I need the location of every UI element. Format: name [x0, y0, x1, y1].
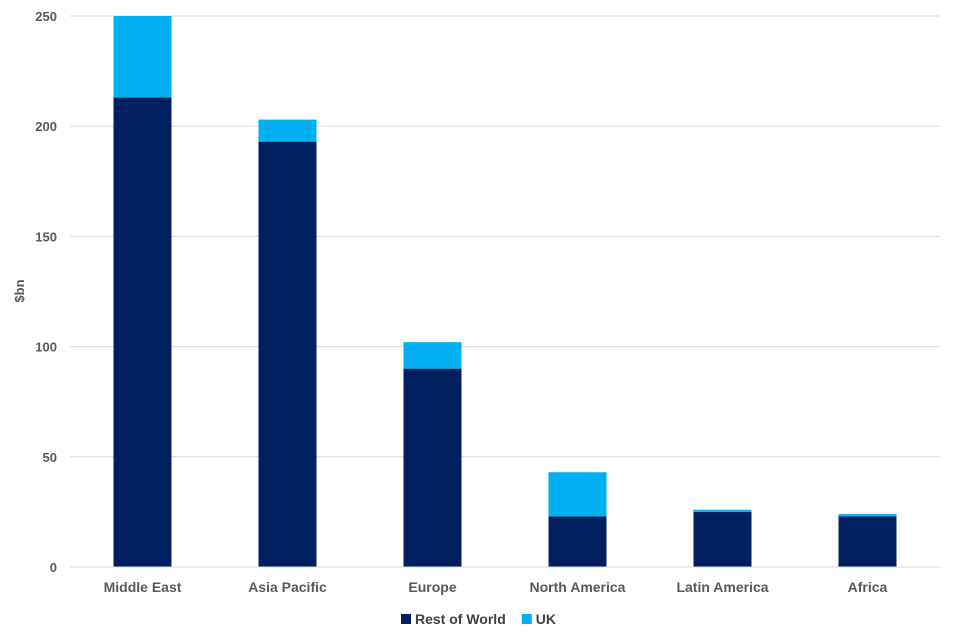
legend-label: Rest of World — [415, 611, 506, 627]
bar-segment-rest-of-world — [258, 141, 317, 568]
y-tick-label: 100 — [35, 340, 57, 355]
bar-segment-rest-of-world — [838, 516, 897, 567]
y-axis-label: $bn — [12, 279, 27, 302]
y-tick-label: 0 — [50, 560, 57, 575]
legend-label: UK — [536, 611, 556, 627]
y-axis-ticks: 0 50 100 150 200 250 — [35, 9, 57, 575]
x-axis-ticks: Middle East Asia Pacific Europe North Ameri… — [104, 579, 888, 595]
legend-item: Rest of World — [401, 611, 506, 627]
bar-segment-rest-of-world — [113, 97, 172, 567]
bar-segment-rest-of-world — [403, 368, 462, 567]
x-tick-label: Asia Pacific — [248, 579, 327, 595]
legend-item: UK — [521, 611, 556, 627]
bar-segment-uk — [113, 16, 172, 98]
y-tick-label: 200 — [35, 119, 57, 134]
x-tick-label: Latin America — [676, 579, 768, 595]
legend-swatch — [401, 614, 411, 624]
bar-segment-rest-of-world — [548, 516, 607, 567]
bar-segment-uk — [403, 342, 462, 369]
bar-segment-uk — [838, 514, 897, 517]
x-tick-label: Middle East — [104, 579, 182, 595]
bar-segment-uk — [693, 509, 752, 512]
y-tick-label: 50 — [43, 450, 57, 465]
x-tick-label: Africa — [848, 579, 888, 595]
bar-segment-uk — [258, 119, 317, 142]
y-tick-label: 250 — [35, 9, 57, 24]
legend: Rest of World UK — [401, 611, 556, 627]
legend-swatch — [521, 614, 532, 624]
gridlines — [70, 15, 940, 458]
y-tick-label: 150 — [35, 229, 57, 244]
bar-segment-rest-of-world — [693, 511, 752, 567]
x-tick-label: Europe — [408, 579, 456, 595]
bar-segment-uk — [548, 472, 607, 517]
x-tick-label: North America — [530, 579, 626, 595]
bars — [113, 16, 897, 568]
